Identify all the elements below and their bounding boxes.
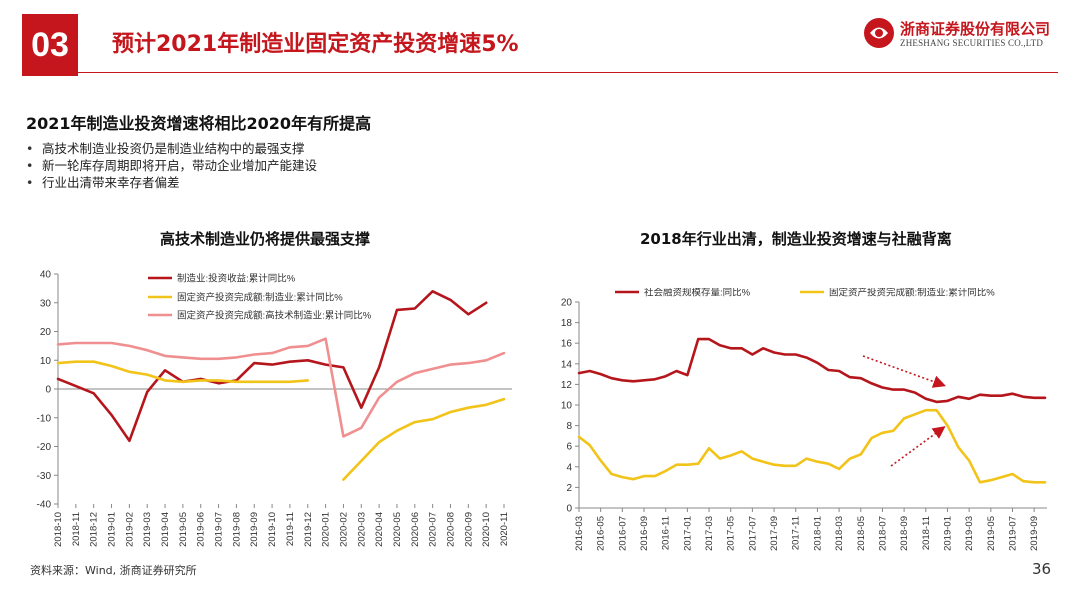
x-tick-label: 2019-07	[1007, 516, 1018, 551]
legend-label: 固定资产投资完成额:制造业:累计同比%	[829, 288, 995, 299]
y-tick-label: -40	[37, 500, 52, 511]
x-tick-label: 2016-07	[617, 516, 628, 551]
section-subtitle: 2021年制造业投资增速将相比2020年有所提高	[26, 114, 372, 133]
x-tick-label: 2020-11	[499, 512, 510, 546]
left-chart-title: 高技术制造业仍将提供最强支撑	[160, 230, 371, 248]
brand-logo: 浙商证券股份有限公司 ZHESHANG SECURITIES CO.,LTD	[862, 16, 1062, 56]
bullet-item: 新一轮库存周期即将开启，带动企业增加产能建设	[26, 157, 317, 174]
legend-label: 社会融资规模存量:同比%	[644, 288, 751, 299]
x-tick-label: 2019-11	[285, 512, 296, 546]
series-line	[577, 408, 1047, 484]
y-tick-label: -20	[37, 442, 52, 453]
header-divider	[78, 72, 1058, 73]
x-tick-label: 2019-09	[1029, 516, 1040, 551]
series-line	[56, 337, 506, 438]
brand-emblem-icon	[864, 18, 894, 48]
x-tick-label: 2019-03	[142, 512, 153, 547]
x-tick-label: 2019-02	[124, 512, 135, 547]
y-tick-label: 10	[40, 356, 52, 367]
x-tick-label: 2018-11	[71, 512, 82, 546]
y-tick-label: 20	[40, 327, 52, 338]
x-tick-label: 2018-09	[899, 516, 910, 551]
x-tick-label: 2020-09	[463, 512, 474, 547]
x-tick-label: 2020-06	[410, 512, 421, 547]
x-tick-label: 2018-05	[856, 516, 867, 551]
x-tick-label: 2017-01	[682, 516, 693, 551]
x-tick-label: 2019-05	[178, 512, 189, 547]
legend-label: 制造业:投资收益:累计同比%	[177, 273, 296, 285]
bullet-list: 高技术制造业投资仍是制造业结构中的最强支撑 新一轮库存周期即将开启，带动企业增加…	[26, 140, 317, 191]
source-note: 资料来源：Wind, 浙商证券研究所	[30, 564, 197, 577]
bullet-item: 高技术制造业投资仍是制造业结构中的最强支撑	[26, 140, 317, 157]
x-tick-label: 2016-03	[574, 516, 585, 551]
x-tick-label: 2018-03	[834, 516, 845, 551]
x-tick-label: 2017-05	[726, 516, 737, 551]
series-line	[577, 337, 1047, 404]
x-tick-label: 2018-11	[921, 516, 932, 550]
y-tick-label: -30	[37, 471, 52, 482]
y-tick-label: 8	[566, 421, 572, 432]
arrow-down-annotation	[862, 355, 947, 388]
x-tick-label: 2020-07	[428, 512, 439, 547]
bullet-item: 行业出清带来幸存者偏差	[26, 174, 317, 191]
x-tick-label: 2018-07	[877, 516, 888, 551]
x-tick-label: 2020-01	[321, 512, 332, 547]
y-tick-label: 0	[45, 385, 51, 396]
x-tick-label: 2020-04	[374, 512, 385, 547]
x-tick-label: 2020-05	[392, 512, 403, 547]
page-title: 预计2021年制造业固定资产投资增速5%	[112, 32, 519, 57]
x-tick-label: 2017-07	[747, 516, 758, 551]
series-line	[56, 360, 506, 481]
x-tick-label: 2020-10	[481, 512, 492, 547]
brand-name-cn: 浙商证券股份有限公司	[900, 20, 1051, 38]
right-line-chart: 0 2 4 6 8 10 12 14 16 18 20 2016-03 2016-05 2016-07 20…	[561, 288, 1047, 551]
page-number: 36	[1032, 560, 1052, 578]
y-tick-label: 30	[40, 298, 52, 309]
x-tick-label: 2017-03	[704, 516, 715, 551]
y-tick-label: -10	[37, 413, 52, 424]
x-tick-label: 2019-04	[160, 512, 171, 547]
x-tick-label: 2019-12	[303, 512, 314, 547]
y-tick-label: 6	[566, 442, 572, 453]
x-tick-label: 2018-10	[53, 512, 64, 547]
y-tick-label: 14	[561, 359, 573, 370]
y-tick-label: 0	[566, 504, 572, 515]
right-chart-title: 2018年行业出清，制造业投资增速与社融背离	[640, 230, 952, 248]
x-tick-label: 2019-03	[964, 516, 975, 551]
y-tick-label: 40	[40, 270, 52, 281]
legend-label: 固定资产投资完成额:制造业:累计同比%	[177, 292, 343, 304]
x-tick-label: 2020-03	[356, 512, 367, 547]
series-line	[56, 290, 488, 443]
x-tick-label: 2020-02	[338, 512, 349, 547]
x-tick-label: 2019-10	[267, 512, 278, 547]
x-tick-label: 2019-01	[107, 512, 118, 547]
legend-label: 固定资产投资完成额:高技术制造业:累计同比%	[177, 310, 372, 322]
x-tick-label: 2019-05	[986, 516, 997, 551]
x-tick-label: 2016-11	[661, 516, 672, 550]
left-line-chart: -40 -30 -20 -10 0 10 20 30 40 2018-10 2018-11 2018-…	[37, 270, 512, 547]
x-tick-label: 2018-12	[89, 512, 100, 547]
x-tick-label: 2017-09	[769, 516, 780, 551]
y-tick-label: 2	[566, 483, 572, 494]
y-tick-label: 20	[561, 298, 573, 309]
brand-name-en: ZHESHANG SECURITIES CO.,LTD	[900, 38, 1044, 48]
y-tick-label: 4	[566, 462, 572, 473]
arrow-up-annotation	[890, 426, 946, 467]
y-tick-label: 18	[561, 318, 573, 329]
y-tick-label: 16	[561, 339, 573, 350]
x-tick-label: 2019-07	[214, 512, 225, 547]
section-number-badge: 03	[22, 14, 78, 76]
x-tick-label: 2019-09	[249, 512, 260, 547]
x-tick-label: 2018-01	[812, 516, 823, 551]
x-tick-label: 2020-08	[445, 512, 456, 547]
y-tick-label: 10	[561, 401, 573, 412]
x-tick-label: 2016-09	[639, 516, 650, 551]
x-tick-label: 2019-01	[942, 516, 953, 551]
x-tick-label: 2016-05	[596, 516, 607, 551]
x-tick-label: 2019-06	[196, 512, 207, 547]
x-tick-label: 2017-11	[791, 516, 802, 550]
y-tick-label: 12	[561, 380, 573, 391]
x-tick-label: 2019-08	[231, 512, 242, 547]
